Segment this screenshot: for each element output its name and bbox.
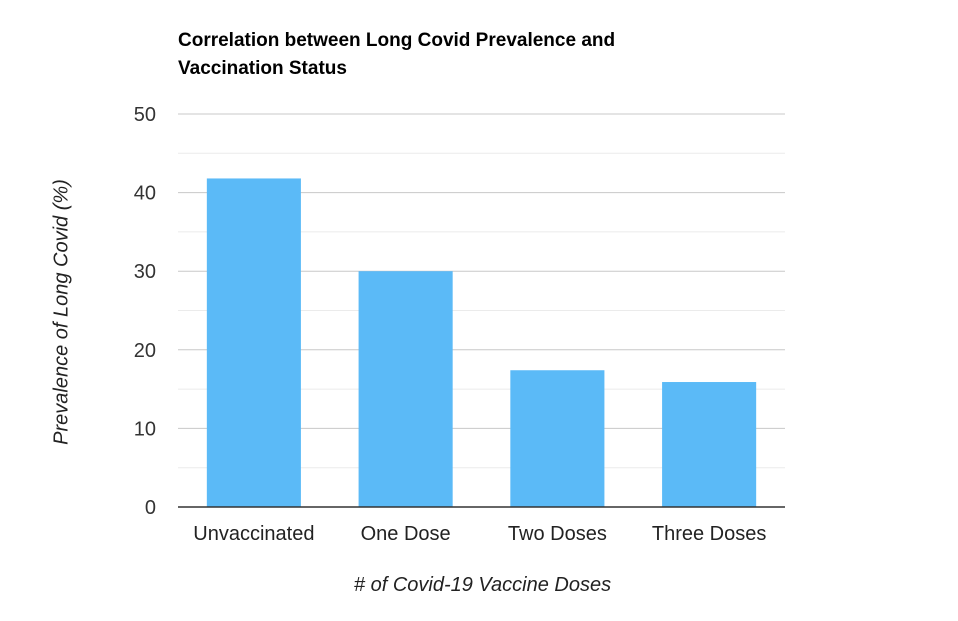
x-tick-label: Unvaccinated (193, 523, 314, 545)
bar (358, 271, 453, 507)
chart-title-line-1: Correlation between Long Covid Prevalenc… (178, 30, 616, 51)
y-axis-label: Prevalence of Long Covid (%) (50, 179, 73, 445)
y-tick-label: 0 (145, 497, 156, 519)
bar (662, 382, 757, 507)
y-tick-label: 50 (134, 104, 156, 126)
y-tick-label: 40 (134, 183, 156, 205)
bar (510, 370, 605, 507)
x-tick-label: Two Doses (508, 523, 607, 545)
y-tick-label: 30 (134, 261, 156, 283)
x-tick-label: One Dose (361, 523, 451, 545)
bar (206, 178, 301, 507)
x-axis-label: # of Covid-19 Vaccine Doses (353, 574, 612, 596)
y-tick-label: 20 (134, 340, 156, 362)
x-tick-label: Three Doses (652, 523, 767, 545)
chart-title-line-2: Vaccination Status (178, 58, 347, 79)
y-tick-label: 10 (134, 418, 156, 440)
